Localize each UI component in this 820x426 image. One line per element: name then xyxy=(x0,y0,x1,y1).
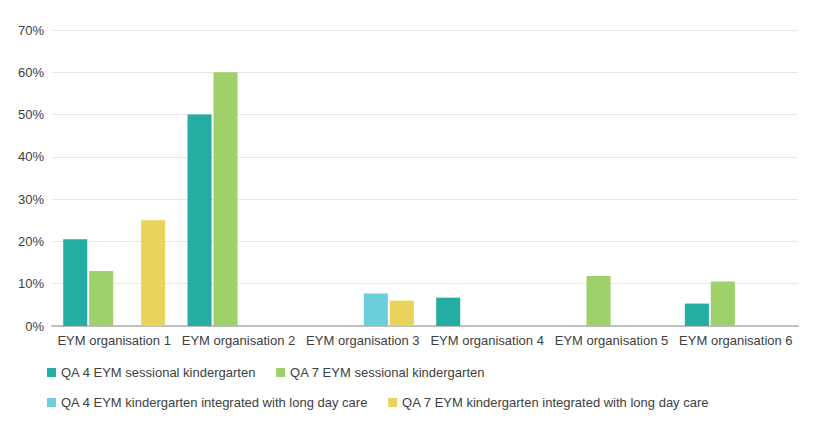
svg-text:20%: 20% xyxy=(18,234,44,249)
svg-text:0%: 0% xyxy=(25,319,44,334)
svg-text:EYM organisation 4: EYM organisation 4 xyxy=(430,333,543,348)
svg-text:QA 4 EYM sessional kindergarte: QA 4 EYM sessional kindergarten xyxy=(61,365,255,380)
svg-text:50%: 50% xyxy=(18,107,44,122)
svg-text:EYM organisation 6: EYM organisation 6 xyxy=(679,333,792,348)
svg-text:EYM organisation 1: EYM organisation 1 xyxy=(57,333,170,348)
svg-text:30%: 30% xyxy=(18,192,44,207)
svg-text:EYM organisation 5: EYM organisation 5 xyxy=(555,333,668,348)
svg-text:10%: 10% xyxy=(18,276,44,291)
svg-text:EYM organisation 3: EYM organisation 3 xyxy=(306,333,419,348)
svg-text:70%: 70% xyxy=(18,23,44,38)
svg-text:40%: 40% xyxy=(18,149,44,164)
svg-text:QA 7 EYM sessional kindergarte: QA 7 EYM sessional kindergarten xyxy=(290,365,484,380)
svg-text:QA 4 EYM kindergarten integrat: QA 4 EYM kindergarten integrated with lo… xyxy=(61,395,367,410)
svg-text:QA 7 EYM kindergarten integrat: QA 7 EYM kindergarten integrated with lo… xyxy=(402,395,708,410)
svg-text:60%: 60% xyxy=(18,65,44,80)
svg-text:EYM organisation 2: EYM organisation 2 xyxy=(182,333,295,348)
